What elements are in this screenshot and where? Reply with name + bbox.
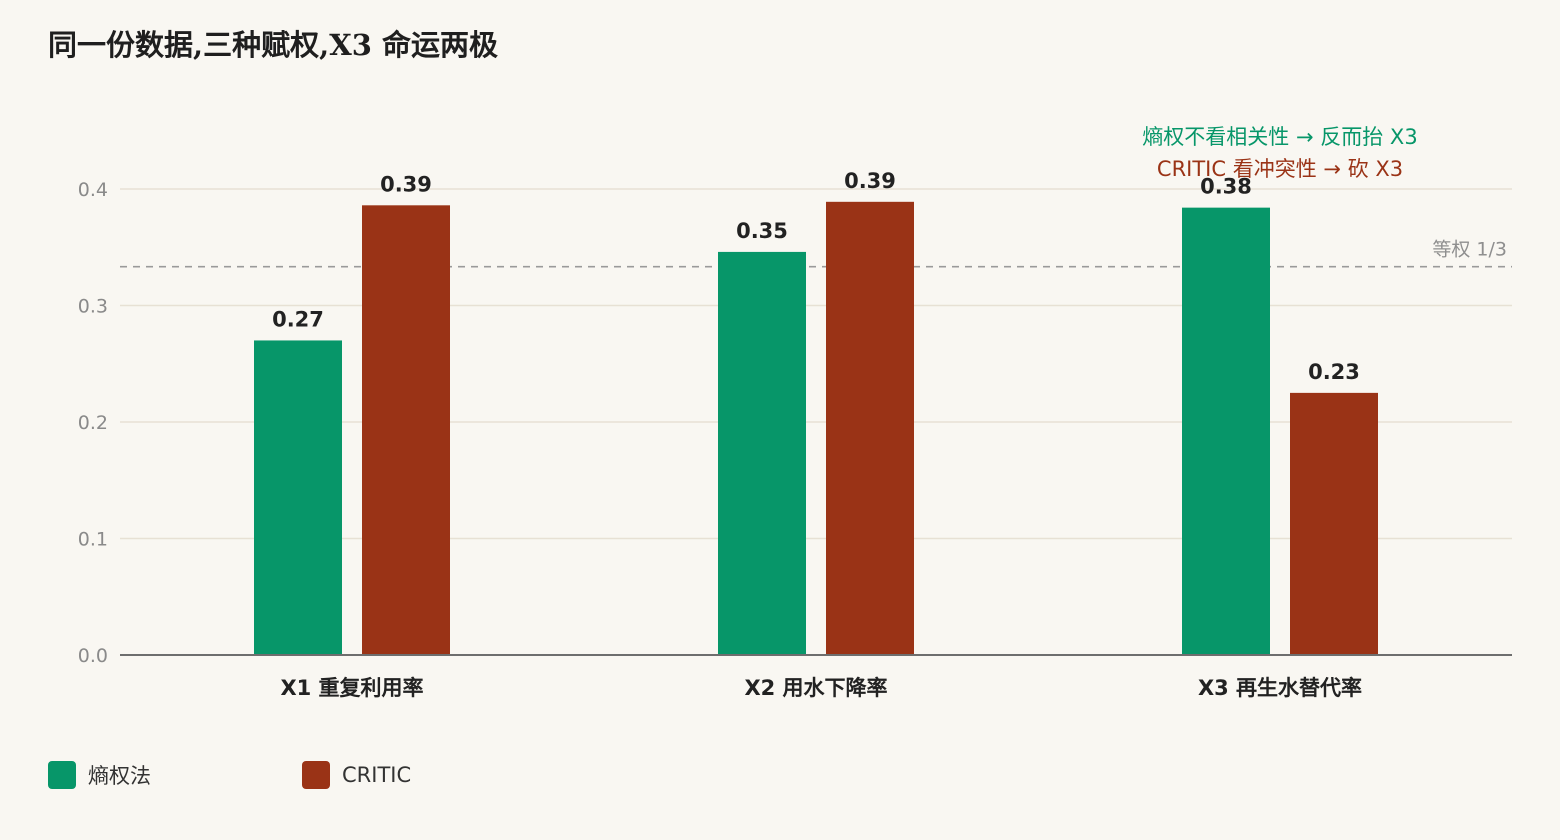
bar (826, 201, 914, 655)
annotation: CRITIC 看冲突性 → 砍 X3 (1157, 157, 1403, 181)
annotation: 熵权不看相关性 → 反而抬 X3 (1142, 125, 1417, 149)
bar (362, 205, 450, 655)
y-tick-label: 0.1 (78, 529, 108, 551)
bar-value-label: 0.23 (1308, 360, 1360, 384)
bar-value-label: 0.35 (736, 219, 788, 243)
bar (1182, 207, 1270, 655)
bar-value-label: 0.39 (380, 172, 432, 196)
legend-label-critic: CRITIC (342, 763, 412, 787)
bar-value-label: 0.39 (844, 169, 896, 193)
chart-title: 同一份数据,三种赋权,X3 命运两极 (48, 28, 498, 62)
x-tick-label: X3 再生水替代率 (1198, 676, 1362, 700)
legend: 熵权法 CRITIC (48, 760, 411, 790)
legend-swatch-critic (302, 761, 330, 789)
bar-value-label: 0.27 (272, 307, 324, 331)
y-tick-label: 0.0 (78, 645, 108, 667)
bar (254, 340, 342, 655)
y-tick-label: 0.4 (78, 179, 108, 201)
legend-item-entropy[interactable]: 熵权法 (48, 760, 151, 790)
bar (718, 251, 806, 655)
bar-value-label: 0.38 (1200, 175, 1252, 199)
x-tick-label: X1 重复利用率 (280, 676, 423, 700)
legend-label-entropy: 熵权法 (88, 764, 151, 788)
y-tick-label: 0.2 (78, 412, 108, 434)
reference-line-label: 等权 1/3 (1432, 239, 1507, 261)
legend-swatch-entropy (48, 761, 76, 789)
x-tick-label: X2 用水下降率 (744, 676, 887, 700)
y-tick-label: 0.3 (78, 296, 108, 318)
bar (1290, 392, 1378, 655)
legend-item-critic[interactable]: CRITIC (302, 761, 411, 789)
